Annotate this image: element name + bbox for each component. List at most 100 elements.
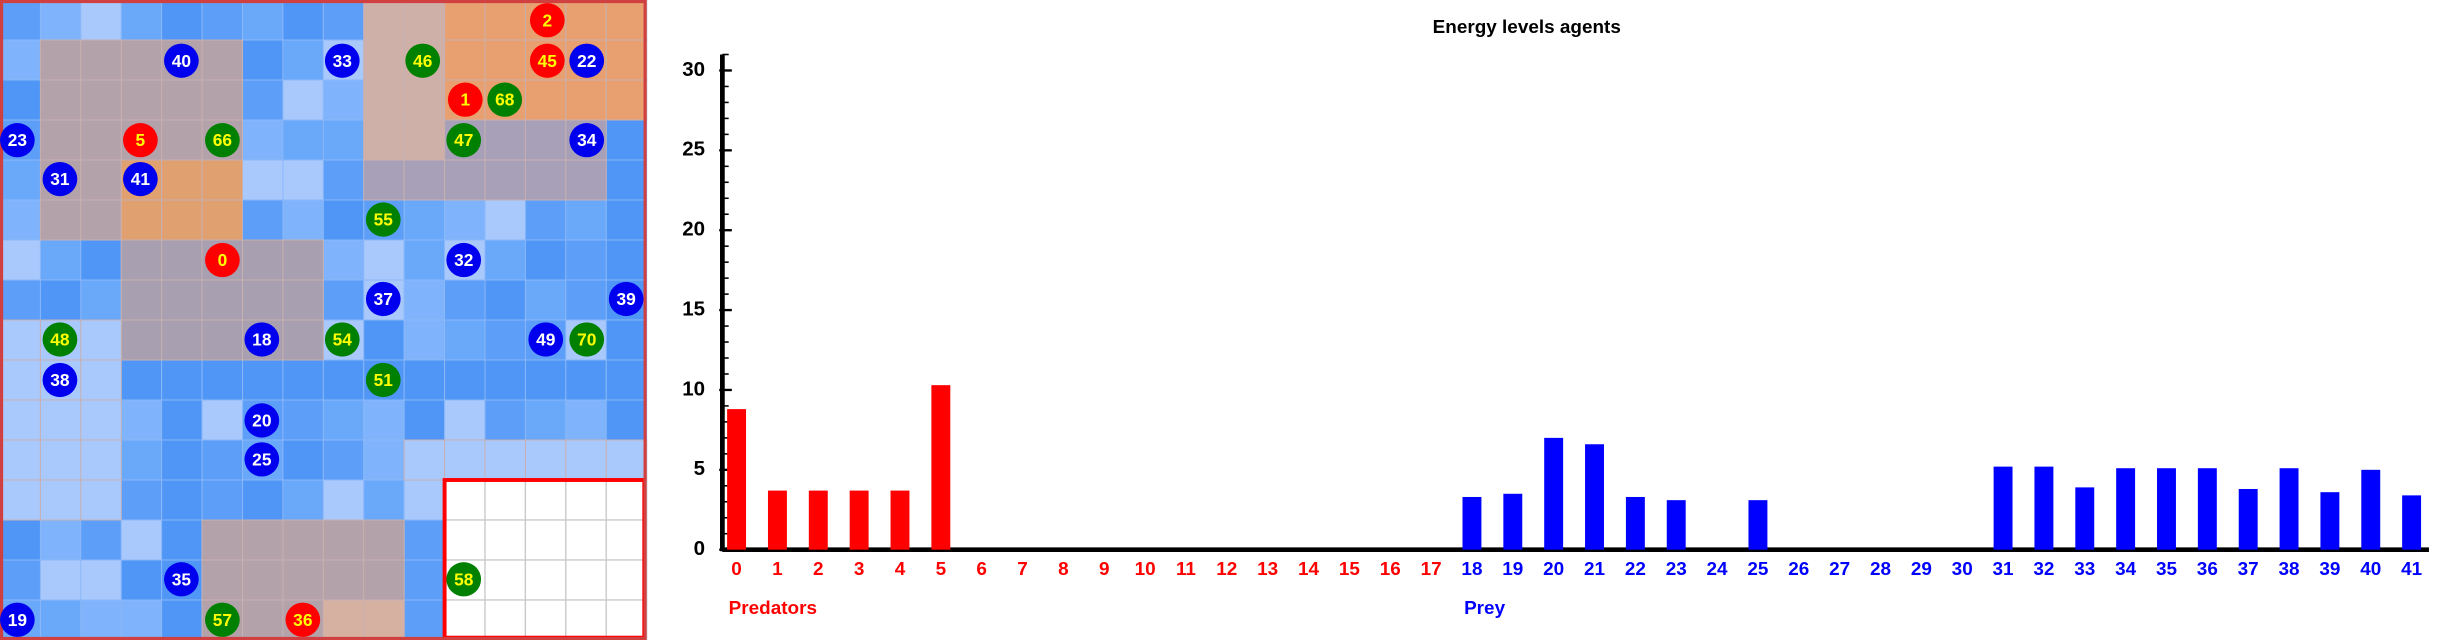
cell [524,399,567,441]
x-tick-label: 36 [2197,558,2218,579]
cell [39,519,82,561]
cell-zone [322,519,365,561]
cell-zone [161,79,203,121]
cell [242,119,284,161]
agent-label: 39 [617,289,636,309]
x-tick-label: 33 [2074,558,2095,579]
cell-zone [363,79,405,121]
cell [322,159,365,201]
cell [120,399,163,441]
cell-zone [605,0,648,41]
cell-zone [201,79,243,121]
agent [365,202,401,237]
cell [80,559,122,601]
cell [0,79,41,121]
cell-zone [565,439,607,481]
cell [282,399,324,441]
cell-zone [605,79,648,121]
x-tick-label: 27 [1829,558,1850,579]
cell-zone [444,159,486,201]
x-tick-label: 24 [1707,558,1729,579]
agent [447,82,483,117]
cell [201,0,243,41]
x-tick-label: 16 [1380,558,1401,579]
x-tick-label: 26 [1788,558,1809,579]
cell-zone [120,39,163,81]
y-tick-label: 0 [694,538,705,560]
agent-label: 19 [8,610,27,630]
cell [403,199,446,241]
cell [201,399,243,441]
cell [403,599,446,640]
cell [484,359,526,401]
legend-label: Prey [1464,597,1506,618]
cell-zone [484,159,526,201]
cell [605,199,648,241]
agent-label: 32 [454,250,473,270]
cell [565,399,607,441]
cell-zone [39,79,82,121]
agent-label: 57 [213,610,232,630]
bar [931,385,951,550]
cell [161,0,203,41]
agent-label: 34 [577,130,597,150]
cell-zone [80,479,122,521]
cell-zone [80,119,122,161]
agent [569,43,605,78]
cell-zone [201,279,243,321]
cell [403,559,446,601]
cell [242,159,284,201]
agent-label: 23 [8,130,27,150]
cell [565,239,607,281]
bar [2157,468,2176,550]
bar [2034,466,2054,550]
agent [569,123,605,158]
bar [1748,500,1768,550]
x-tick-label: 30 [1952,558,1973,579]
cell [0,239,41,281]
x-tick-label: 32 [2033,558,2054,579]
cell-zone [242,239,284,281]
agent [528,322,564,357]
cell-zone [282,319,324,361]
cell [39,279,82,321]
bar [2075,487,2095,550]
cell-zone [201,559,243,601]
agent [164,43,199,78]
cell-zone [484,439,526,481]
cell-zone [80,359,122,401]
cell-zone [201,319,243,361]
x-tick-label: 8 [1058,558,1069,579]
cell [201,359,243,401]
x-tick-label: 15 [1339,558,1360,579]
cell [282,119,324,161]
agent [487,82,523,117]
x-tick-label: 12 [1216,558,1237,579]
cell [39,599,82,640]
cell [322,79,365,121]
cell [403,359,446,401]
cell-zone [120,79,163,121]
cell-zone [282,559,324,601]
agent [405,43,441,78]
y-tick-label: 30 [682,59,705,81]
cell [322,279,365,321]
agent-label: 36 [293,610,312,630]
bar [1462,496,1482,550]
cell [120,0,163,41]
cell-zone [0,359,41,401]
x-tick-label: 0 [731,558,742,579]
cell-zone [403,159,446,201]
cell [363,239,405,281]
x-tick-label: 28 [1870,558,1891,579]
cell [161,519,203,561]
cell-zone [161,119,203,161]
cell-zone [0,439,41,481]
cell [282,479,324,521]
cell-zone [565,159,607,201]
bar [1666,500,1686,550]
empty-cell [443,519,486,561]
cell-zone [80,79,122,121]
